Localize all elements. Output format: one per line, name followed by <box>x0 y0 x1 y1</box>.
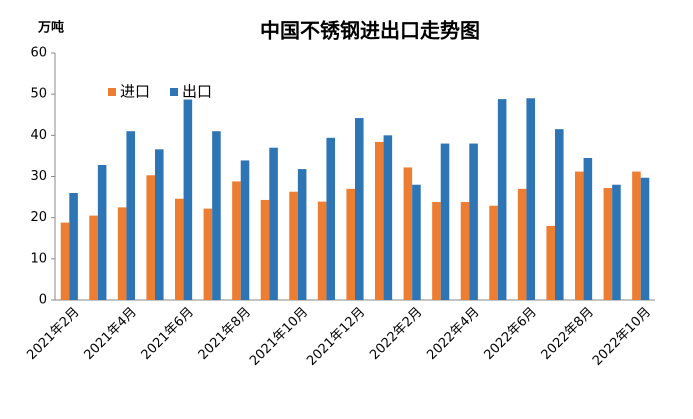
bar <box>297 169 307 300</box>
bar <box>355 118 364 300</box>
legend-label: 出口 <box>182 83 212 101</box>
bar <box>97 164 107 300</box>
bar <box>126 131 135 300</box>
legend-label: 进口 <box>120 83 150 101</box>
bar <box>575 171 584 300</box>
bar <box>240 160 250 300</box>
bar <box>212 131 221 300</box>
bar <box>183 99 193 300</box>
bar <box>432 202 441 300</box>
bar <box>317 201 327 300</box>
bar <box>526 98 535 301</box>
y-tick-label: 30 <box>30 169 47 184</box>
bar <box>469 143 478 300</box>
y-tick-label: 60 <box>30 46 47 61</box>
y-tick-label: 40 <box>30 128 47 143</box>
bar <box>546 225 555 300</box>
bar <box>60 222 70 300</box>
y-axis-label: 万吨 <box>37 20 64 36</box>
bar <box>269 147 278 300</box>
bar <box>460 202 470 300</box>
bar <box>517 188 527 300</box>
y-tick-label: 10 <box>30 251 47 266</box>
bar <box>489 205 498 300</box>
bar <box>69 192 78 300</box>
bar <box>289 191 298 300</box>
y-tick-label: 50 <box>30 87 47 102</box>
bar <box>346 188 355 300</box>
chart-title: 中国不锈钢进出口走势图 <box>260 19 480 43</box>
bar <box>175 198 184 300</box>
bar <box>612 184 621 300</box>
bar <box>497 99 507 301</box>
bar <box>146 175 155 300</box>
legend-swatch <box>108 88 116 96</box>
bar <box>232 181 241 300</box>
bar <box>260 199 270 300</box>
bar <box>89 215 98 300</box>
y-tick-label: 20 <box>30 210 47 225</box>
bar <box>155 149 164 300</box>
y-tick-label: 0 <box>39 293 47 308</box>
bar <box>555 129 564 300</box>
bar <box>403 167 413 300</box>
bar <box>412 184 421 300</box>
bar <box>583 157 593 300</box>
bar <box>640 177 650 300</box>
bar <box>117 207 127 300</box>
bar <box>440 143 450 300</box>
bar <box>326 137 335 300</box>
legend-swatch <box>170 88 178 96</box>
bar <box>383 135 393 300</box>
bar <box>603 188 613 300</box>
bar <box>203 208 213 300</box>
bar <box>375 141 384 300</box>
bar <box>632 171 641 300</box>
